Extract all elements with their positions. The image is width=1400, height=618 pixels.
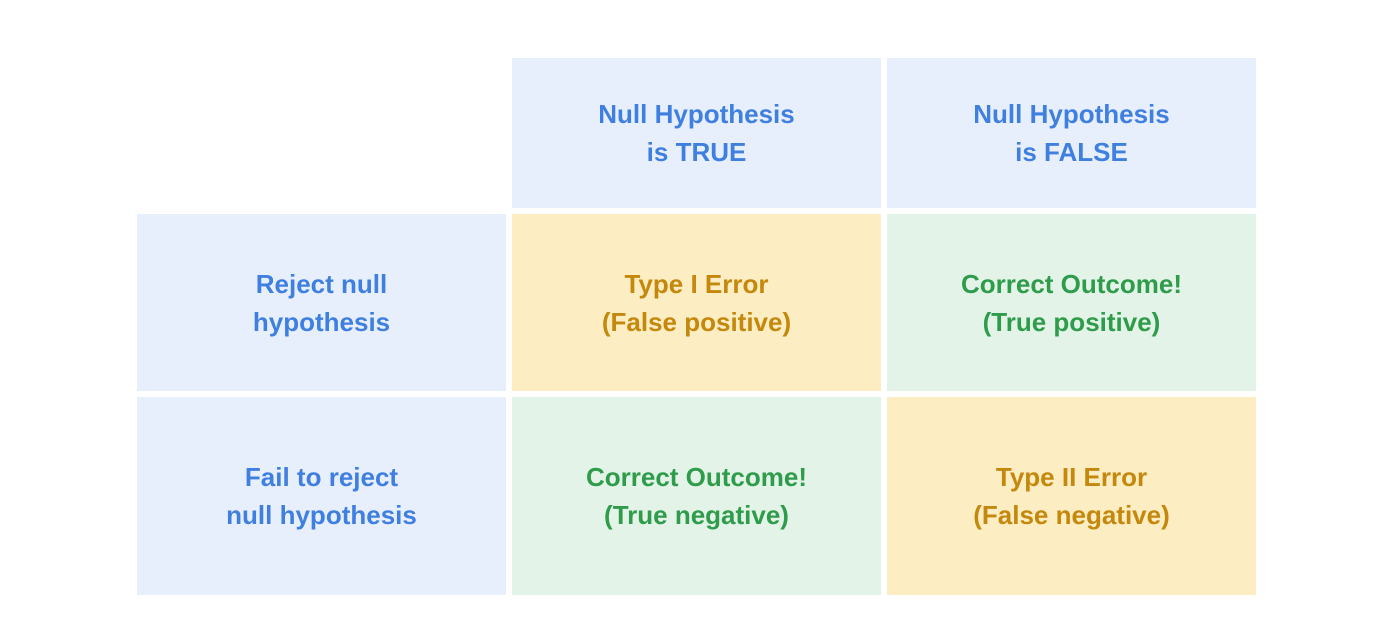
text-line: Type II Error bbox=[995, 462, 1148, 492]
text-line: Null Hypothesis bbox=[973, 99, 1170, 129]
table-cell: Type II Error (False negative) bbox=[887, 397, 1256, 595]
table-cell: Correct Outcome! (True negative) bbox=[512, 397, 881, 595]
text-line: Reject null bbox=[255, 268, 388, 299]
text-line: null hypothesis bbox=[226, 500, 417, 530]
table-cell: Type I Error (False positive) bbox=[512, 214, 881, 391]
row-header: Reject null hypothesis bbox=[137, 214, 506, 391]
text-line: hypothesis bbox=[252, 306, 391, 337]
table-cell: Correct Outcome! (True positive) bbox=[887, 214, 1256, 391]
text-line: Correct Outcome! bbox=[585, 462, 808, 492]
text-line: is FALSE bbox=[1015, 137, 1128, 167]
text-line: Null Hypothesis bbox=[598, 99, 795, 129]
text-line: (False negative) bbox=[973, 500, 1170, 530]
text-line: (True positive) bbox=[982, 306, 1161, 337]
column-header: Null Hypothesis is FALSE bbox=[887, 58, 1256, 208]
text-line: Correct Outcome! bbox=[960, 268, 1183, 299]
row-header: Fail to reject null hypothesis bbox=[137, 397, 506, 595]
text-line: (True negative) bbox=[604, 500, 789, 530]
text-line: Type I Error bbox=[624, 268, 769, 299]
text-line: Fail to reject bbox=[244, 462, 399, 492]
column-header: Null Hypothesis is TRUE bbox=[512, 58, 881, 208]
text-line: is TRUE bbox=[646, 137, 747, 167]
text-line: (False positive) bbox=[601, 306, 792, 337]
